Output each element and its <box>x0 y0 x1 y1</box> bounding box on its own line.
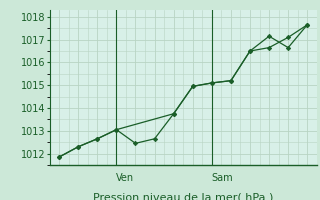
Text: Sam: Sam <box>212 173 234 183</box>
Text: Ven: Ven <box>116 173 134 183</box>
Text: Pression niveau de la mer( hPa ): Pression niveau de la mer( hPa ) <box>93 193 273 200</box>
